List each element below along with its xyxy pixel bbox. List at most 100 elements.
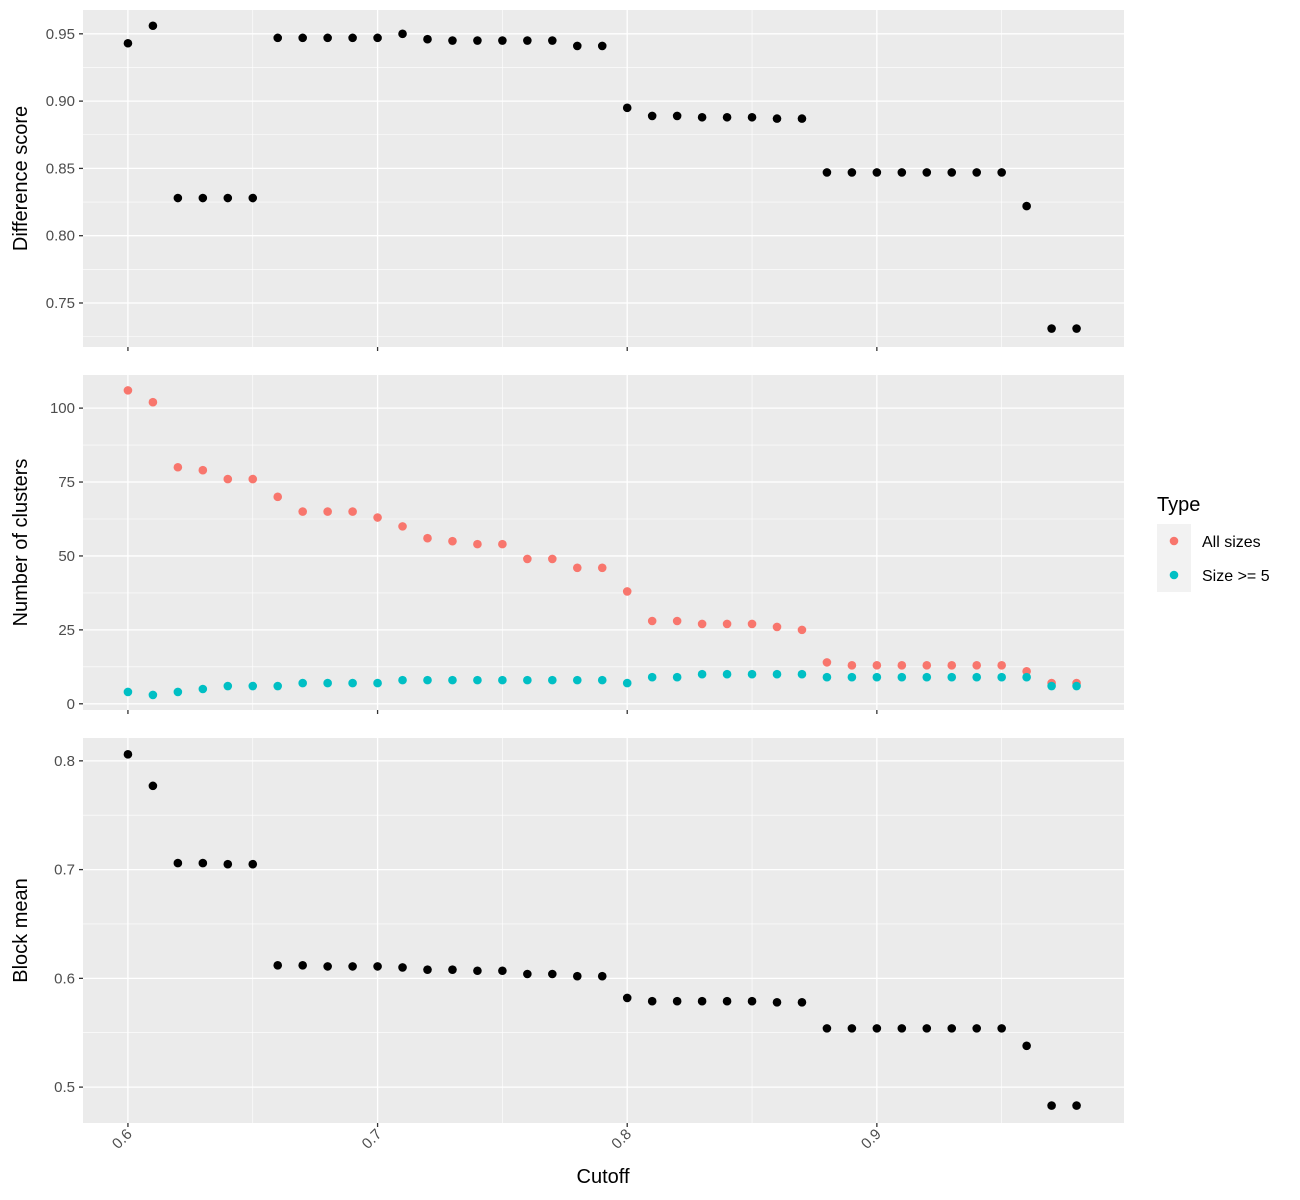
data-point bbox=[223, 474, 233, 484]
data-point bbox=[373, 678, 382, 688]
data-point bbox=[672, 616, 682, 626]
data-point bbox=[148, 21, 158, 31]
data-point bbox=[697, 112, 707, 122]
data-point bbox=[448, 36, 457, 45]
data-point bbox=[997, 1024, 1006, 1033]
data-point bbox=[747, 619, 757, 629]
data-point bbox=[772, 669, 782, 679]
data-point bbox=[173, 687, 183, 697]
data-point bbox=[922, 661, 932, 670]
panel-background bbox=[83, 738, 1124, 1123]
data-point bbox=[697, 669, 707, 679]
data-point bbox=[248, 193, 258, 203]
data-point bbox=[223, 859, 233, 869]
data-point bbox=[647, 672, 657, 682]
data-point bbox=[1047, 1101, 1056, 1110]
data-point bbox=[473, 36, 482, 45]
legend: Type All sizes Size >= 5 bbox=[1157, 494, 1270, 592]
data-point bbox=[972, 1024, 982, 1033]
data-point bbox=[847, 1024, 857, 1033]
data-point bbox=[248, 474, 258, 484]
panels-layer: 0.75 0.80 0.85 0.90 0.95 Difference score 0 25 5… bbox=[10, 10, 1124, 1153]
data-point bbox=[647, 996, 657, 1006]
data-point bbox=[597, 971, 607, 981]
legend-swatch bbox=[1169, 570, 1179, 580]
data-point bbox=[822, 1024, 832, 1033]
panel-background bbox=[83, 375, 1124, 710]
x-tick-label: 0.8 bbox=[608, 1126, 635, 1153]
y-tick-label: 75 bbox=[58, 474, 75, 491]
data-point bbox=[398, 963, 407, 972]
data-point bbox=[622, 993, 632, 1003]
data-point bbox=[498, 966, 507, 976]
series-1 bbox=[123, 386, 1081, 688]
data-point bbox=[273, 961, 283, 970]
data-point bbox=[548, 554, 557, 564]
data-point bbox=[1047, 324, 1056, 333]
data-point bbox=[423, 965, 432, 974]
y-tick-label: 0.95 bbox=[46, 26, 75, 43]
data-point bbox=[423, 34, 432, 44]
data-point bbox=[622, 678, 632, 688]
data-point bbox=[173, 193, 183, 203]
data-point bbox=[1047, 681, 1056, 691]
data-point bbox=[323, 507, 332, 516]
series-2 bbox=[123, 669, 1081, 700]
data-point bbox=[897, 1024, 907, 1033]
data-point bbox=[872, 1024, 882, 1033]
data-point bbox=[373, 962, 382, 971]
legend-label: Size >= 5 bbox=[1202, 568, 1270, 585]
series-1 bbox=[123, 750, 1081, 1110]
data-point bbox=[772, 622, 782, 632]
data-point bbox=[123, 687, 133, 697]
legend-entry: All sizes bbox=[1157, 524, 1261, 558]
data-point bbox=[572, 675, 582, 685]
y-tick-label: 0 bbox=[67, 696, 75, 713]
data-point bbox=[772, 114, 782, 123]
series-1 bbox=[123, 21, 1081, 333]
data-point bbox=[123, 750, 133, 759]
data-point bbox=[173, 858, 183, 868]
data-point bbox=[448, 675, 457, 685]
data-point bbox=[298, 507, 307, 516]
y-tick-label: 25 bbox=[58, 622, 75, 639]
data-point bbox=[597, 675, 607, 685]
data-point bbox=[348, 678, 357, 688]
data-point bbox=[398, 675, 407, 685]
data-point bbox=[273, 492, 283, 502]
data-point bbox=[523, 969, 532, 979]
data-point bbox=[772, 997, 782, 1007]
data-point bbox=[348, 33, 357, 43]
data-point bbox=[672, 672, 682, 682]
data-point bbox=[822, 168, 832, 177]
data-point bbox=[722, 669, 732, 679]
data-point bbox=[473, 966, 482, 976]
data-point bbox=[1022, 201, 1031, 211]
data-point bbox=[548, 675, 557, 685]
data-point bbox=[298, 678, 307, 688]
y-axis-title: Block mean bbox=[10, 878, 32, 983]
data-point bbox=[523, 36, 532, 45]
data-point bbox=[572, 971, 582, 981]
data-point bbox=[223, 193, 233, 203]
data-point bbox=[198, 193, 208, 203]
legend-label: All sizes bbox=[1202, 534, 1261, 551]
data-point bbox=[597, 41, 607, 51]
data-point bbox=[722, 996, 732, 1006]
data-point bbox=[1072, 324, 1081, 333]
legend-entries: All sizes Size >= 5 bbox=[1157, 524, 1270, 592]
data-point bbox=[722, 112, 732, 122]
data-point bbox=[797, 625, 807, 635]
y-tick-label: 0.6 bbox=[54, 970, 75, 987]
data-point bbox=[947, 168, 957, 177]
x-tick-label: 0.9 bbox=[858, 1126, 885, 1153]
data-point bbox=[423, 675, 432, 685]
data-point bbox=[922, 168, 932, 177]
data-point bbox=[323, 962, 332, 971]
data-point bbox=[797, 114, 807, 123]
data-point bbox=[523, 554, 532, 564]
panel-2: 0 25 50 75 100 Number of clusters bbox=[10, 375, 1124, 714]
data-point bbox=[1022, 672, 1031, 682]
data-point bbox=[822, 658, 832, 667]
y-tick-label: 100 bbox=[50, 400, 75, 417]
